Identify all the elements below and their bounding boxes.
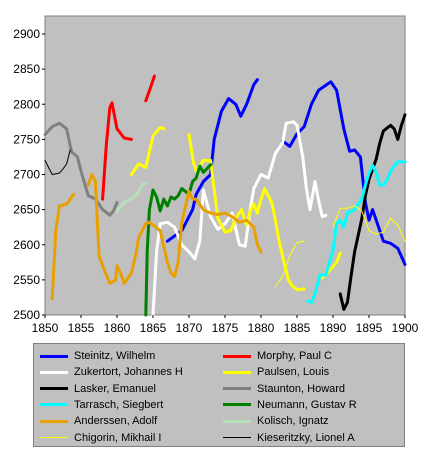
y-axis: 2500 2550 2600 2650 2700 2750 2800 2850 2900: [13, 27, 45, 322]
y-tick-label: 2500: [13, 308, 40, 322]
series-line-12: [44, 149, 71, 175]
legend-item: Chigorin, Mikhail I: [40, 431, 161, 445]
legend: Steinitz, Wilhelm Morphy, Paul C Zukertort…: [33, 343, 405, 447]
legend-swatch: [40, 387, 68, 391]
legend-swatch: [40, 354, 68, 358]
legend-label: Staunton, Howard: [257, 382, 346, 395]
series-line-1: [281, 80, 407, 266]
legend-label: Tarrasch, Siegbert: [74, 398, 164, 411]
x-tick-label: 1855: [68, 321, 95, 335]
series-line-11: [274, 240, 305, 288]
legend-item: Lasker, Emanuel: [40, 382, 156, 396]
legend-swatch: [223, 387, 251, 391]
y-tick-label: 2600: [13, 238, 40, 252]
legend-swatch: [40, 403, 68, 407]
x-tick-label: 1865: [140, 321, 167, 335]
legend-label: Lasker, Emanuel: [74, 382, 156, 395]
series-line-9: [50, 192, 76, 301]
series-line-4: [187, 133, 306, 292]
x-tick-label: 1880: [248, 321, 275, 335]
y-tick-label: 2850: [13, 62, 40, 76]
series-line-10: [115, 181, 148, 213]
legend-label: Anderssen, Adolf: [74, 415, 158, 428]
legend-item: Paulsen, Louis: [223, 365, 329, 379]
series-line-5: [338, 113, 407, 311]
legend-swatch: [223, 419, 251, 423]
legend-label: Morphy, Paul C: [257, 350, 332, 362]
legend-item: Zukertort, Johannes H: [40, 365, 183, 379]
legend-label: Paulsen, Louis: [257, 366, 330, 379]
series-line-1: [165, 78, 259, 243]
series-line-7: [306, 160, 407, 304]
legend-item: Morphy, Paul C: [223, 349, 332, 363]
legend-swatch: [40, 437, 68, 438]
x-tick-label: 1850: [32, 321, 59, 335]
legend-swatch: [223, 437, 251, 438]
legend-item: Kolisch, Ignatz: [223, 414, 329, 428]
y-tick-label: 2800: [13, 97, 40, 111]
x-tick-label: 1900: [392, 321, 419, 335]
series-line-3: [151, 120, 328, 317]
legend-swatch: [40, 370, 68, 374]
legend-swatch: [223, 370, 251, 374]
legend-item: Neumann, Gustav R: [223, 398, 357, 412]
legend-item: Steinitz, Wilhelm: [40, 349, 155, 363]
x-tick-label: 1875: [212, 321, 239, 335]
x-tick-label: 1890: [320, 321, 347, 335]
y-tick-label: 2700: [13, 168, 40, 182]
legend-label: Kolisch, Ignatz: [257, 415, 329, 428]
legend-label: Zukertort, Johannes H: [74, 366, 183, 379]
legend-item: Staunton, Howard: [223, 382, 345, 396]
x-tick-label: 1885: [284, 321, 311, 335]
legend-item: Anderssen, Adolf: [40, 414, 157, 428]
legend-label: Steinitz, Wilhelm: [74, 350, 156, 362]
series-line-8: [144, 163, 213, 317]
legend-label: Chigorin, Mikhail I: [74, 431, 162, 444]
legend-item: Kieseritzky, Lionel A: [223, 431, 355, 445]
x-tick-label: 1895: [356, 321, 383, 335]
y-tick-label: 2550: [13, 273, 40, 287]
y-tick-label: 2750: [13, 132, 40, 146]
x-tick-label: 1870: [176, 321, 203, 335]
series-line-6: [43, 121, 119, 217]
legend-item: Tarrasch, Siegbert: [40, 398, 163, 412]
legend-swatch: [223, 354, 251, 358]
legend-label: Kieseritzky, Lionel A: [257, 431, 355, 444]
series-line-9: [86, 173, 263, 285]
series-line-2: [144, 74, 156, 103]
series-line-2: [101, 101, 133, 201]
y-tick-label: 2650: [13, 203, 40, 217]
series-line-4: [129, 125, 166, 176]
legend-label: Neumann, Gustav R: [257, 398, 357, 411]
y-tick-label: 2900: [13, 27, 40, 41]
series-line-11: [332, 205, 406, 242]
legend-swatch: [40, 419, 68, 423]
series-layer: [43, 74, 407, 317]
legend-swatch: [223, 403, 251, 407]
x-axis: 1850 1855 1860 1865 1870 1875 1880 1885 1890 1895…: [32, 315, 419, 335]
x-tick-label: 1860: [104, 321, 131, 335]
